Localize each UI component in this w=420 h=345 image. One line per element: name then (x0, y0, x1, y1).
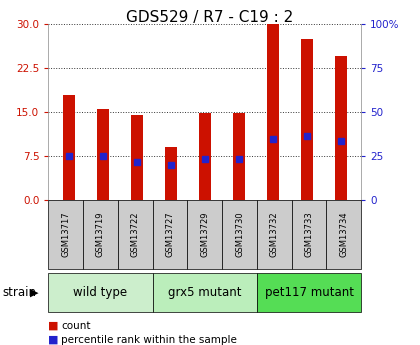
Bar (199, 113, 211, 200)
Text: wild type: wild type (74, 286, 128, 299)
Text: GSM13727: GSM13727 (165, 212, 174, 257)
Bar (233, 113, 245, 200)
Text: percentile rank within the sample: percentile rank within the sample (61, 335, 237, 345)
Text: GSM13722: GSM13722 (131, 212, 140, 257)
Text: pet117 mutant: pet117 mutant (265, 286, 354, 299)
Text: strain: strain (2, 286, 36, 299)
Text: GSM13732: GSM13732 (270, 212, 279, 257)
Text: GSM13719: GSM13719 (96, 212, 105, 257)
Bar (63, 95, 75, 200)
Text: GSM13729: GSM13729 (200, 212, 209, 257)
Text: GSM13717: GSM13717 (61, 212, 70, 257)
Text: ▶: ▶ (30, 287, 39, 297)
Bar (165, 147, 177, 200)
Bar (301, 39, 313, 200)
Text: ■: ■ (48, 335, 59, 345)
Bar (267, 24, 279, 200)
Text: GSM13734: GSM13734 (339, 212, 348, 257)
Bar (335, 57, 347, 200)
Text: GSM13730: GSM13730 (235, 212, 244, 257)
Text: count: count (61, 321, 90, 331)
Text: grx5 mutant: grx5 mutant (168, 286, 241, 299)
Bar (97, 109, 109, 200)
Text: ■: ■ (48, 321, 59, 331)
Bar (131, 115, 143, 200)
Text: GSM13733: GSM13733 (304, 212, 314, 257)
Text: GDS529 / R7 - C19 : 2: GDS529 / R7 - C19 : 2 (126, 10, 294, 25)
